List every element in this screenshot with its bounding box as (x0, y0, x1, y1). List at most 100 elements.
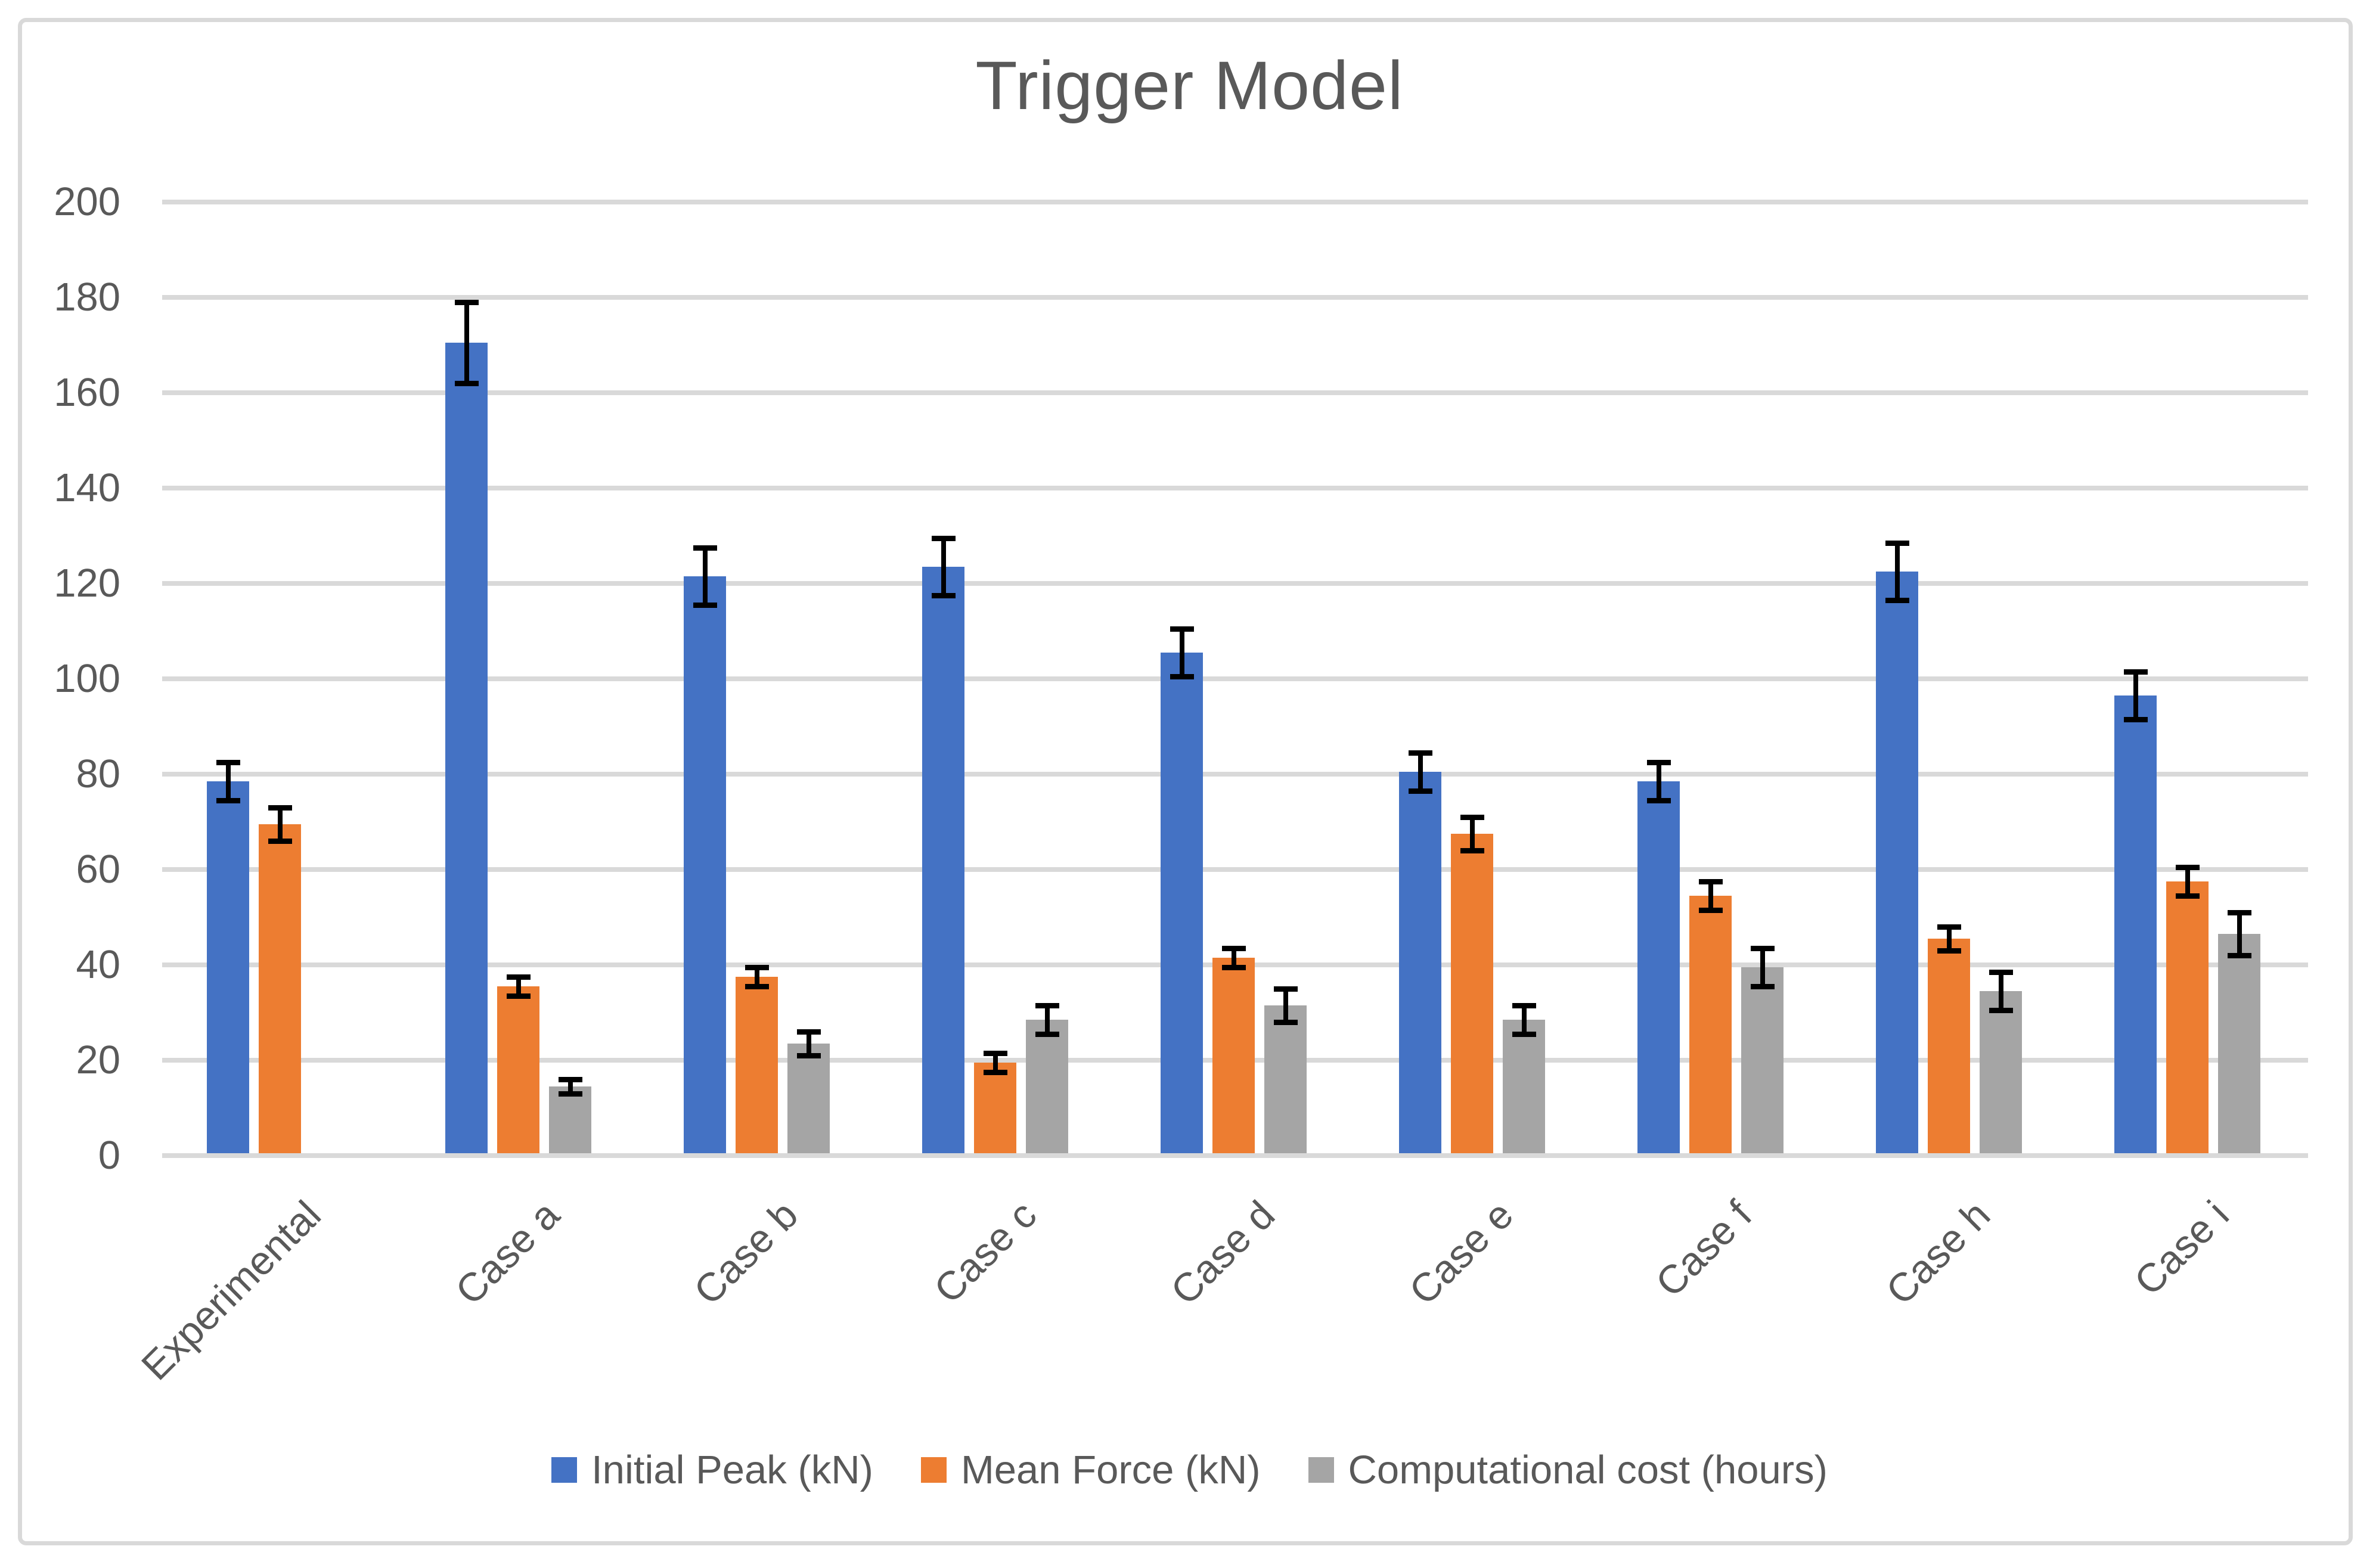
error-bar-cap-top (796, 1029, 821, 1035)
error-bar-cap-bottom (2175, 893, 2200, 899)
bar-initial-peak-case-d (1161, 653, 1203, 1153)
bar-mean-force-case-e (1451, 834, 1493, 1153)
error-bar-cap-top (983, 1050, 1007, 1056)
error-bar-whisker (941, 538, 946, 595)
error-bar-cap-top (1750, 945, 1775, 951)
error-bar-cap-top (1170, 626, 1194, 632)
y-tick-label-200: 200 (54, 179, 120, 224)
error-bar-cap-bottom (1273, 1019, 1298, 1025)
legend-item-computational-cost: Computational cost (hours) (1308, 1447, 1828, 1493)
y-tick-label-20: 20 (76, 1038, 120, 1082)
bar-initial-peak-case-e (1399, 772, 1441, 1153)
gridline-140 (162, 486, 2308, 490)
bar-computational-cost-case-a (549, 1086, 591, 1153)
legend-item-mean-force: Mean Force (kN) (920, 1447, 1261, 1493)
gridline-160 (162, 390, 2308, 395)
error-bar-cap-bottom (745, 983, 769, 989)
error-bar-cap-top (1885, 540, 1909, 546)
error-bar-whisker (1946, 927, 1952, 951)
error-bar-whisker (1231, 948, 1236, 967)
error-bar-cap-bottom (983, 1069, 1007, 1075)
gridline-0 (162, 1153, 2308, 1158)
error-bar-whisker (1521, 1005, 1527, 1034)
legend-label-mean-force: Mean Force (kN) (960, 1448, 1261, 1492)
bar-initial-peak-case-i (2114, 695, 2157, 1153)
error-bar-whisker (2237, 912, 2242, 955)
bar-initial-peak-case-a (445, 343, 488, 1153)
error-bar-whisker (2133, 672, 2138, 719)
error-bar-cap-bottom (454, 380, 479, 386)
error-bar-cap-bottom (2123, 716, 2148, 722)
error-bar-cap-top (745, 964, 769, 970)
gridline-60 (162, 867, 2308, 872)
error-bar-whisker (516, 977, 521, 996)
error-bar-whisker (1044, 1005, 1050, 1034)
error-bar-cap-bottom (1035, 1031, 1059, 1037)
error-bar-cap-top (558, 1076, 582, 1082)
bar-initial-peak-case-h (1876, 572, 1918, 1153)
error-bar-cap-bottom (216, 797, 240, 803)
bar-mean-force-case-h (1928, 939, 1970, 1153)
legend: Initial Peak (kN) Mean Force (kN) Comput… (0, 1447, 2379, 1493)
error-bar-cap-top (2175, 864, 2200, 870)
error-bar-whisker (1656, 762, 1661, 800)
legend-label-computational-cost: Computational cost (hours) (1348, 1448, 1828, 1492)
bar-computational-cost-case-b (787, 1044, 830, 1153)
bar-initial-peak-case-f (1637, 781, 1680, 1153)
bar-mean-force-case-a (497, 986, 539, 1153)
error-bar-cap-bottom (796, 1052, 821, 1058)
error-bar-whisker (1418, 753, 1423, 791)
bar-computational-cost-case-h (1980, 991, 2022, 1153)
error-bar-cap-top (1512, 1002, 1536, 1008)
error-bar-cap-bottom (693, 602, 717, 608)
y-tick-label-40: 40 (76, 942, 120, 987)
y-tick-label-80: 80 (76, 752, 120, 796)
bar-mean-force-case-i (2166, 881, 2209, 1153)
error-bar-whisker (806, 1032, 811, 1055)
bar-computational-cost-case-e (1503, 1020, 1545, 1153)
error-bar-cap-top (2227, 909, 2251, 915)
chart-title: Trigger Model (975, 48, 1404, 124)
error-bar-cap-top (1035, 1002, 1059, 1008)
error-bar-cap-top (1698, 878, 1723, 884)
bar-mean-force-experimental (259, 824, 301, 1153)
error-bar-whisker (1469, 817, 1475, 850)
error-bar-cap-top (1646, 759, 1671, 765)
y-tick-label-180: 180 (54, 275, 120, 319)
legend-item-initial-peak: Initial Peak (kN) (551, 1447, 873, 1493)
error-bar-cap-top (1408, 750, 1432, 756)
error-bar-cap-top (1989, 969, 2013, 975)
error-bar-whisker (1760, 948, 1765, 986)
error-bar-cap-top (1273, 986, 1298, 992)
error-bar-whisker (754, 967, 759, 986)
y-tick-label-60: 60 (76, 847, 120, 892)
y-tick-label-0: 0 (98, 1133, 120, 1178)
error-bar-whisker (2185, 867, 2190, 896)
legend-swatch-initial-peak-icon (551, 1457, 578, 1483)
bar-initial-peak-case-c (922, 567, 964, 1153)
error-bar-cap-bottom (1221, 964, 1246, 970)
error-bar-cap-bottom (1170, 673, 1194, 679)
error-bar-cap-bottom (506, 993, 531, 999)
error-bar-whisker (1179, 629, 1184, 676)
chart-border (18, 18, 2353, 1545)
bar-computational-cost-case-c (1026, 1020, 1068, 1153)
error-bar-whisker (567, 1079, 573, 1094)
error-bar-whisker (277, 808, 283, 841)
error-bar-cap-bottom (1512, 1031, 1536, 1037)
error-bar-whisker (1283, 989, 1288, 1022)
bar-computational-cost-case-f (1741, 967, 1784, 1153)
error-bar-cap-bottom (1460, 847, 1484, 853)
error-bar-cap-top (693, 545, 717, 551)
bar-mean-force-case-b (736, 977, 778, 1153)
error-bar-cap-top (506, 974, 531, 980)
error-bar-cap-bottom (1408, 788, 1432, 794)
error-bar-whisker (1998, 972, 2003, 1010)
error-bar-whisker (992, 1053, 998, 1072)
error-bar-cap-bottom (1750, 983, 1775, 989)
error-bar-cap-top (1460, 814, 1484, 820)
error-bar-cap-bottom (1989, 1007, 2013, 1013)
gridline-180 (162, 295, 2308, 300)
error-bar-cap-bottom (1698, 907, 1723, 913)
